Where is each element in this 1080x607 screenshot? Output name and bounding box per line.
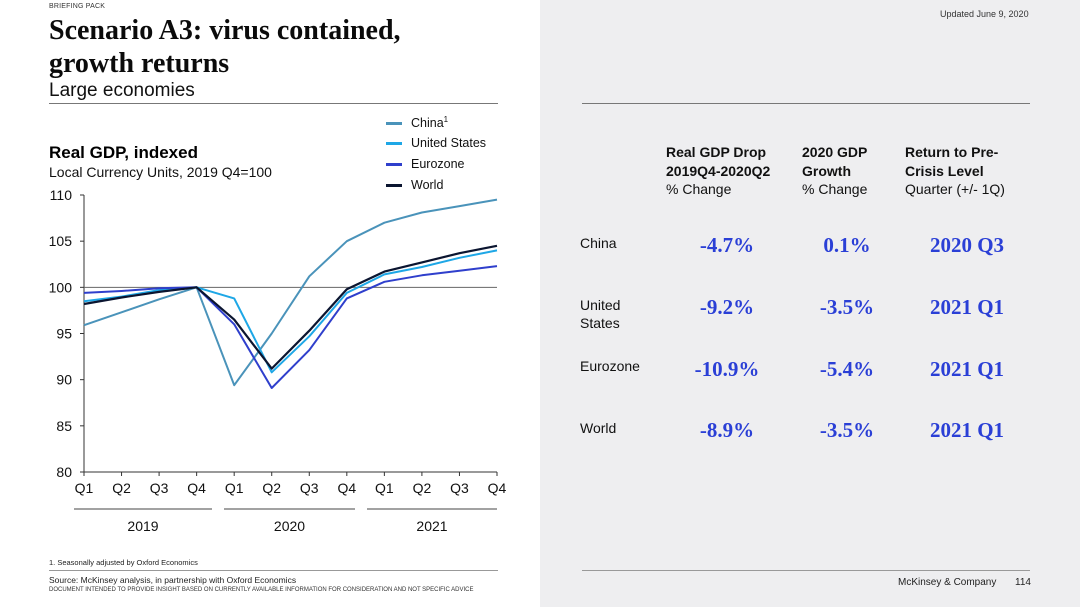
row-world-region: World [580,420,617,436]
row-world-drop: -8.9% [699,418,755,442]
row-world-return: 2021 Q1 [929,418,1005,442]
legend-eurozone-swatch [386,163,402,167]
row-us-region: United States [580,297,621,331]
chart-subtitle: Local Currency Units, 2019 Q4=100 [49,164,272,180]
row-eurozone-growth: -5.4% [819,357,875,381]
y-tick-label-85: 85 [56,418,72,434]
legend-us-label: United States [411,136,487,150]
x-tick-label-2: Q3 [150,480,169,496]
x-tick-label-1: Q2 [112,480,131,496]
y-tick-label-95: 95 [56,326,72,342]
header-gdp-growth-line3: % Change [802,181,868,197]
legend-china-footnote-mark: 1 [443,115,449,124]
x-tick-label-0: Q1 [75,480,94,496]
header-gdp-growth-line2: Growth [802,162,851,179]
legend-china-swatch [386,122,402,126]
header-return-line1: Return to Pre- [905,144,999,160]
footer-rule-right [582,570,1030,571]
table-panel [540,0,1080,607]
row-china-region: China [580,235,617,251]
legend-eurozone-label: Eurozone [411,157,465,171]
y-tick-label-105: 105 [49,233,73,249]
header-gdp-growth: 2020 GDP Growth % Change [802,143,867,199]
x-tick-label-11: Q4 [488,480,507,496]
x-tick-label-3: Q4 [187,480,206,496]
updated-date: Updated June 9, 2020 [940,9,1029,19]
header-return-line3: Quarter (+/- 1Q) [905,181,1005,197]
title-line-2: growth returns [49,48,230,79]
page-number: 114 [1015,577,1031,588]
header-gdp-drop-line2: 2019Q4-2020Q2 [666,162,771,179]
header-gdp-drop-line1: Real GDP Drop [666,144,767,160]
legend-world-swatch [386,184,402,188]
row-china-growth: 0.1% [823,233,871,257]
year-label-2021: 2021 [416,518,447,534]
briefing-label: BRIEFING PACK [49,3,106,10]
legend-world: World [386,178,443,192]
year-label-2020: 2020 [274,518,305,534]
y-tick-label-90: 90 [56,372,72,388]
header-return: Return to Pre- Crisis Level Quarter (+/-… [905,143,1005,199]
row-us-growth: -3.5% [819,295,875,319]
y-tick-label-100: 100 [49,279,73,295]
gdp-line-chart: 80 85 90 95 100 105 110 Q1 Q2 Q3 Q4 Q1 Q2 Q3 Q4 Q1 Q2 Q3 Q… [49,187,507,534]
legend-united-states: United States [386,136,486,150]
legend-china-label: China [411,116,444,131]
right-header-rule [582,103,1030,104]
chart-title: Real GDP, indexed [49,143,198,162]
footnote: 1. Seasonally adjusted by Oxford Economi… [49,558,198,567]
row-china-drop: -4.7% [699,233,755,257]
legend-world-label: World [411,178,444,192]
disclaimer: DOCUMENT INTENDED TO PROVIDE INSIGHT BAS… [49,587,474,593]
header-gdp-drop: Real GDP Drop 2019Q4-2020Q2 % Change [666,143,770,199]
header-gdp-growth-line1: 2020 GDP [802,144,868,160]
title-line-1: Scenario A3: virus contained, [49,15,401,46]
row-us-drop: -9.2% [699,295,755,319]
header-return-line2: Crisis Level [905,162,984,179]
page-subtitle: Large economies [49,80,195,101]
legend-us-swatch [386,142,402,146]
x-tick-label-10: Q3 [450,480,469,496]
row-eurozone-return: 2021 Q1 [929,357,1005,381]
brand-name: McKinsey & Company [898,577,997,588]
page-title: Scenario A3: virus contained, growth ret… [49,14,401,80]
series-line-united-states [83,249,498,374]
source-note: Source: McKinsey analysis, in partnershi… [49,575,297,585]
y-tick-label-80: 80 [56,464,72,480]
x-tick-label-4: Q1 [225,480,244,496]
legend-eurozone: Eurozone [386,157,465,171]
series-line-eurozone [83,265,498,389]
left-header-rule [49,103,498,104]
footer-rule-left [49,570,498,571]
header-gdp-drop-line3: % Change [666,181,732,197]
x-tick-label-8: Q1 [375,480,394,496]
x-tick-label-5: Q2 [262,480,281,496]
x-tick-label-7: Q4 [337,480,356,496]
row-us-return: 2021 Q1 [929,295,1005,319]
year-label-2019: 2019 [127,518,158,534]
row-world-growth: -3.5% [819,418,875,442]
row-china-return: 2020 Q3 [929,233,1005,257]
series-line-world [83,244,498,370]
row-eurozone-region: Eurozone [580,358,640,374]
series-line-china [83,198,498,387]
x-tick-label-6: Q3 [300,480,319,496]
row-eurozone-drop: -10.9% [694,357,760,381]
legend-china: China1 [386,115,448,130]
x-tick-label-9: Q2 [413,480,432,496]
y-tick-label-110: 110 [50,187,73,203]
